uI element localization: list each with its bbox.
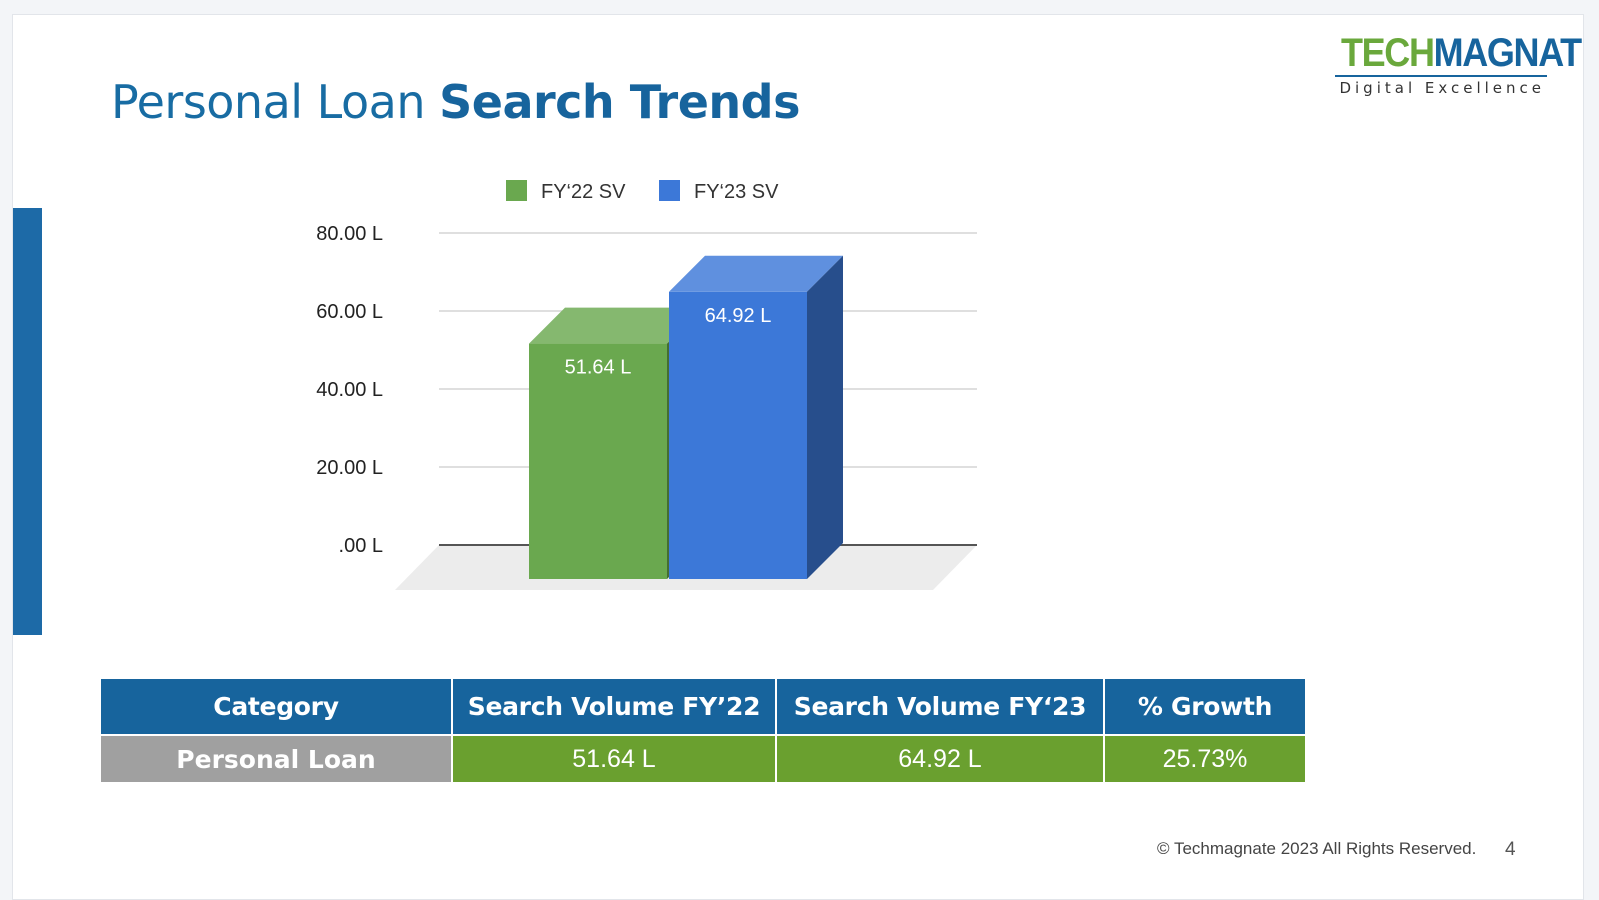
header-sv-fy22: Search Volume FY’22 bbox=[453, 679, 775, 734]
logo-tagline: Digital Excellence bbox=[1339, 79, 1545, 97]
y-tick-label: 60.00 L bbox=[316, 301, 383, 323]
logo-wordmark: TECHMAGNATE® bbox=[1341, 31, 1583, 75]
cell-sv-fy23: 64.92 L bbox=[777, 734, 1103, 782]
page-title: Personal Loan Search Trends bbox=[111, 75, 800, 129]
bar-value-label: 64.92 L bbox=[705, 305, 772, 327]
bar-side bbox=[807, 255, 843, 579]
side-accent-bar bbox=[13, 208, 42, 635]
company-logo: TECHMAGNATE® Digital Excellence bbox=[1317, 31, 1583, 97]
title-bold: Search Trends bbox=[439, 75, 800, 129]
y-tick-label: 80.00 L bbox=[316, 223, 383, 245]
y-tick-label: 40.00 L bbox=[316, 379, 383, 401]
y-tick-label: 20.00 L bbox=[316, 457, 383, 479]
title-light: Personal Loan bbox=[111, 75, 425, 129]
bar bbox=[669, 291, 807, 579]
legend-label: FY‘22 SV bbox=[541, 181, 626, 203]
logo-magnate: MAGNATE bbox=[1433, 31, 1583, 75]
footer-copyright: © Techmagnate 2023 All Rights Reserved. bbox=[1157, 839, 1477, 858]
bar bbox=[529, 343, 667, 579]
y-tick-label: .00 L bbox=[339, 535, 383, 557]
legend-label: FY‘23 SV bbox=[694, 181, 779, 203]
header-category: Category bbox=[101, 679, 451, 734]
bar-top bbox=[529, 307, 703, 344]
legend-swatch bbox=[659, 180, 680, 201]
table-header-row: Category Search Volume FY’22 Search Volu… bbox=[101, 679, 1305, 734]
page-number: 4 bbox=[1505, 839, 1516, 860]
table-row: Personal Loan 51.64 L 64.92 L 25.73% bbox=[101, 734, 1305, 782]
summary-table: Category Search Volume FY’22 Search Volu… bbox=[99, 679, 1307, 782]
header-growth: % Growth bbox=[1105, 679, 1305, 734]
legend-swatch bbox=[506, 180, 527, 201]
bar-value-label: 51.64 L bbox=[565, 357, 632, 379]
slide: Personal Loan Search Trends TECHMAGNATE®… bbox=[12, 14, 1584, 900]
cell-category: Personal Loan bbox=[101, 734, 451, 782]
bar-top bbox=[669, 255, 843, 292]
logo-tech: TECH bbox=[1341, 31, 1435, 75]
logo-underline bbox=[1335, 75, 1547, 77]
cell-growth: 25.73% bbox=[1105, 734, 1305, 782]
bar-chart: 80.00 L 60.00 L 40.00 L 20.00 L .00 L FY‘22 S… bbox=[316, 180, 977, 590]
header-sv-fy23: Search Volume FY‘23 bbox=[777, 679, 1103, 734]
cell-sv-fy22: 51.64 L bbox=[453, 734, 775, 782]
